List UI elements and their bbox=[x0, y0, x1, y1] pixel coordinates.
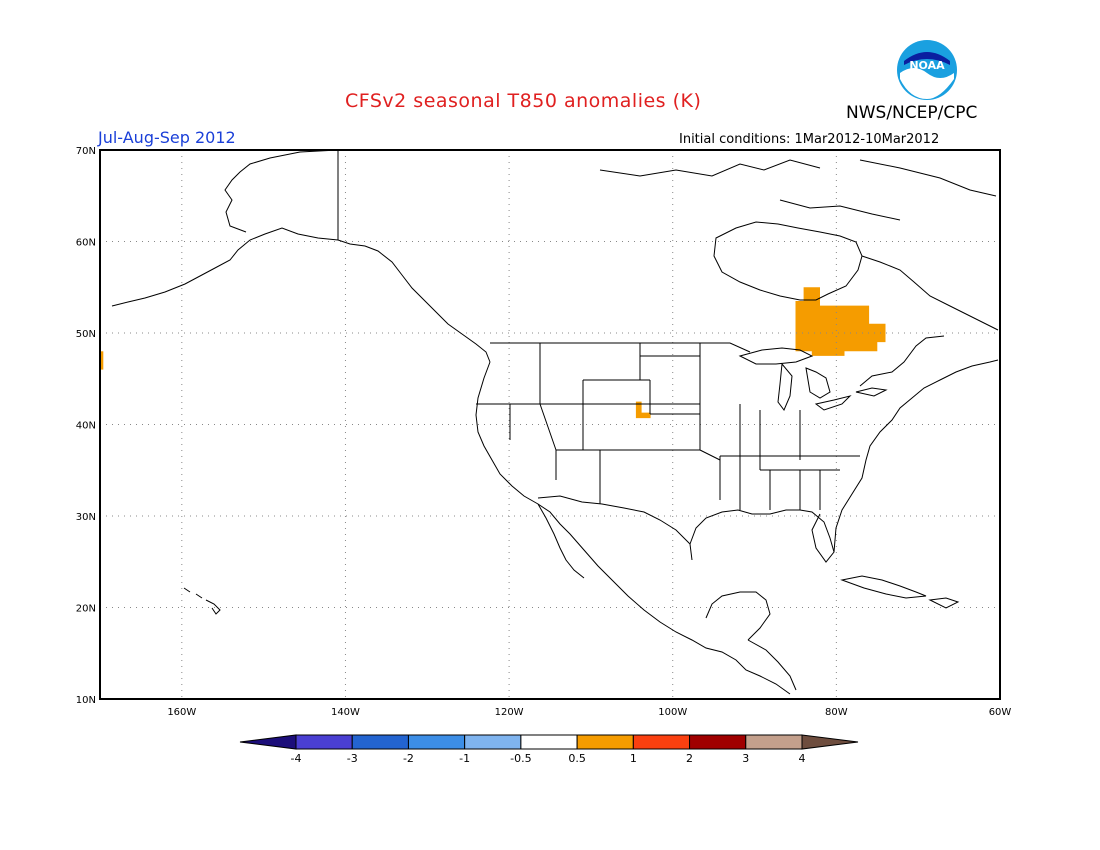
colorbar-swatch bbox=[295, 734, 353, 750]
colorbar-swatch bbox=[351, 734, 409, 750]
colorbar-label: 4 bbox=[799, 752, 806, 765]
colorbar-swatch bbox=[745, 734, 803, 750]
arctic-islands bbox=[599, 159, 997, 221]
colorbar-swatch bbox=[520, 734, 578, 750]
yucatan bbox=[705, 591, 771, 641]
colorbar-swatch bbox=[464, 734, 522, 750]
colorbar-label: 1 bbox=[630, 752, 637, 765]
anomaly-region-colorado-warm bbox=[635, 401, 651, 419]
lat-tick-label: 40N bbox=[76, 421, 96, 432]
lat-tick-label: 20N bbox=[76, 604, 96, 615]
hudson-bay bbox=[713, 221, 863, 301]
chart-title: CFSv2 seasonal T850 anomalies (K) bbox=[345, 90, 702, 112]
us-mexico-border bbox=[537, 495, 691, 545]
season-label: Jul-Aug-Sep 2012 bbox=[98, 128, 236, 147]
lat-tick-label: 70N bbox=[76, 146, 96, 157]
noaa-logo: NOAA bbox=[897, 40, 957, 100]
great-lakes-ontario bbox=[855, 387, 888, 397]
colorbar-label: -3 bbox=[347, 752, 358, 765]
state-borders bbox=[476, 343, 860, 510]
alaska-west-coast bbox=[111, 227, 339, 307]
lat-tick-label: 50N bbox=[76, 329, 96, 340]
colorbar-swatch bbox=[407, 734, 466, 750]
great-lakes-erie bbox=[814, 395, 852, 411]
cuba bbox=[840, 575, 927, 599]
colorbar-swatch bbox=[576, 734, 634, 750]
west-coast-us bbox=[475, 361, 791, 695]
great-lakes-michigan bbox=[777, 362, 793, 411]
lat-tick-label: 10N bbox=[76, 695, 96, 706]
gulf-coast bbox=[689, 509, 835, 563]
colorbar-high-arrow bbox=[801, 734, 859, 750]
alaska-coast bbox=[337, 150, 491, 363]
colorbar-label: 3 bbox=[742, 752, 749, 765]
colorbar-label: -1 bbox=[459, 752, 470, 765]
great-lakes-huron bbox=[805, 367, 831, 399]
anomaly-layer bbox=[100, 287, 886, 419]
lon-tick-label: 120W bbox=[495, 707, 524, 718]
colorbar-label: -4 bbox=[291, 752, 302, 765]
colorbar-low-arrow bbox=[239, 734, 297, 750]
axis-tick-labels: 160W 140W 120W 100W 80W 60W 10N 20N 30N 40N 50N 60N… bbox=[76, 146, 1012, 718]
lon-tick-label: 80W bbox=[825, 707, 848, 718]
colorbar-swatch bbox=[689, 734, 747, 750]
svg-text:NOAA: NOAA bbox=[909, 59, 945, 72]
lon-tick-label: 140W bbox=[331, 707, 360, 718]
alaska-north-coast bbox=[224, 149, 339, 233]
baja bbox=[537, 503, 585, 579]
colorbar-label: 0.5 bbox=[568, 752, 586, 765]
hawaii bbox=[183, 587, 221, 615]
central-america bbox=[747, 639, 797, 691]
hispaniola bbox=[928, 597, 960, 609]
colorbar: -4 -3 -2 -1 -0.5 0.5 1 2 3 4 bbox=[239, 734, 859, 765]
anomaly-region-quebec-ontario-warm bbox=[795, 287, 886, 356]
coastlines-and-borders bbox=[111, 149, 999, 695]
lat-tick-label: 60N bbox=[76, 238, 96, 249]
lon-tick-label: 60W bbox=[989, 707, 1012, 718]
colorbar-label: -0.5 bbox=[510, 752, 531, 765]
lon-tick-label: 100W bbox=[658, 707, 687, 718]
map-frame bbox=[99, 149, 1001, 700]
east-coast bbox=[833, 359, 999, 553]
colorbar-label: -2 bbox=[403, 752, 414, 765]
colorbar-label: 2 bbox=[686, 752, 693, 765]
great-lakes-superior bbox=[738, 347, 814, 365]
lat-tick-label: 30N bbox=[76, 512, 96, 523]
initial-conditions-label: Initial conditions: 1Mar2012-10Mar2012 bbox=[679, 132, 940, 147]
labrador-coast bbox=[861, 255, 999, 331]
graticule bbox=[100, 150, 1000, 699]
lon-tick-label: 160W bbox=[167, 707, 196, 718]
agency-label: NWS/NCEP/CPC bbox=[846, 103, 978, 123]
colorbar-swatch bbox=[632, 734, 691, 750]
